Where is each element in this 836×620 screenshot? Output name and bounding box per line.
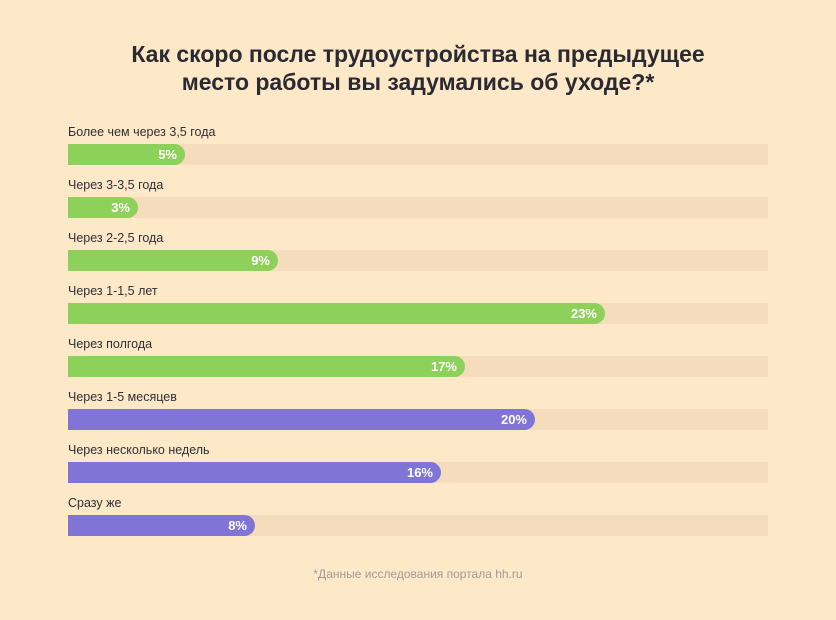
bar-row: Через 1-5 месяцев 20% (68, 389, 768, 437)
bar (68, 144, 185, 165)
footnote: *Данные исследования портала hh.ru (313, 567, 523, 581)
category-label: Через 2-2,5 года (68, 231, 164, 245)
bar (68, 409, 535, 430)
chart-title-line-1: Как скоро после трудоустройства на преды… (131, 41, 705, 67)
bar-value-label: 23% (570, 306, 597, 321)
bar-value-label: 20% (500, 412, 527, 427)
bar-track (68, 197, 768, 218)
bar (68, 515, 255, 536)
bar-row: Через 2-2,5 года 9% (68, 230, 768, 278)
bar-value-label: 9% (251, 253, 270, 268)
bar-row: Через 1-1,5 лет 23% (68, 283, 768, 331)
category-label: Через несколько недель (68, 443, 210, 457)
bar-value-label: 3% (111, 200, 130, 215)
bar-row: Более чем через 3,5 года 5% (68, 124, 768, 172)
category-label: Сразу же (68, 496, 122, 510)
bar-row: Через полгода 17% (68, 336, 768, 384)
bar-row: Через несколько недель 16% (68, 442, 768, 490)
bar (68, 303, 605, 324)
category-label: Через 1-1,5 лет (68, 284, 158, 298)
bar (68, 197, 138, 218)
bar-value-label: 5% (158, 147, 177, 162)
bar (68, 250, 278, 271)
bar-value-label: 17% (430, 359, 457, 374)
category-label: Более чем через 3,5 года (68, 125, 216, 139)
bar-row: Через 3-3,5 года 3% (68, 177, 768, 225)
chart-title-line-2: место работы вы задумались об уходе?* (181, 69, 655, 95)
category-label: Через 3-3,5 года (68, 178, 164, 192)
category-label: Через полгода (68, 337, 153, 351)
bar (68, 356, 465, 377)
bar (68, 462, 441, 483)
category-label: Через 1-5 месяцев (68, 390, 177, 404)
bar-row: Сразу же 8% (68, 495, 768, 543)
chart-title: Как скоро после трудоустройства на преды… (0, 40, 836, 96)
bar-value-label: 8% (228, 518, 247, 533)
bar-value-label: 16% (406, 465, 433, 480)
bar-track (68, 144, 768, 165)
